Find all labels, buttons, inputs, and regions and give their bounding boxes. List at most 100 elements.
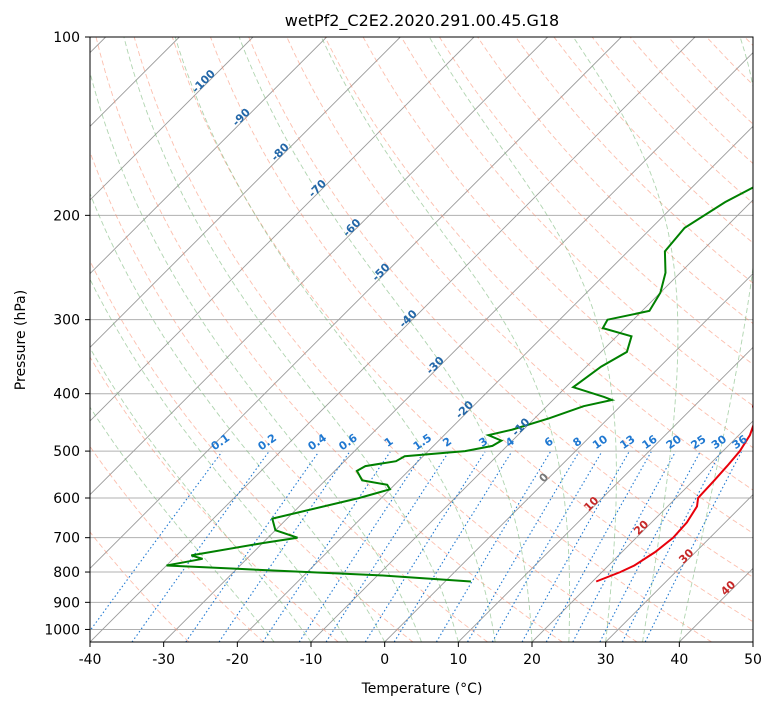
dry-adiabat-line [90,150,488,642]
y-tick-label: 1000 [44,622,80,638]
dry-adiabat-line [90,259,414,642]
dry-adiabat-line [248,37,753,578]
moist-adiabat-line [428,37,617,642]
isotherm-line [90,37,548,496]
isotherm-line [90,37,327,275]
isotherm-line [752,641,753,642]
mixing-ratio-line [262,451,391,642]
moist-adiabat-line [678,37,753,642]
dry-adiabat-line [553,37,753,244]
dry-adiabat-line [439,37,753,365]
mixing-ratio-label: 0.1 [209,431,232,453]
dry-adiabat-line [90,356,339,642]
x-tick-label: -40 [79,652,102,668]
moist-adiabat-line [90,347,312,642]
dewpoint-profile [166,186,753,583]
x-tick-label: -20 [226,652,249,668]
mixing-ratio-line [467,451,580,642]
isotherm-line [90,37,696,642]
isotherm-label: -100 [189,67,218,96]
dry-adiabat-line [744,37,753,47]
isotherm-label: -50 [369,260,392,283]
moist-adiabat-line [90,192,386,642]
mixing-ratio-label: 0.4 [306,431,330,453]
dry-adiabat-line [286,37,753,534]
isotherm-label: 20 [631,517,651,537]
x-tick-label: 50 [744,652,762,668]
isotherm-line [458,346,753,642]
mixing-ratio-line [131,451,270,642]
dry-adiabat-line [133,37,638,642]
isotherm-line [163,52,753,642]
isotherm-line [237,125,753,642]
isotherm-line [90,37,401,348]
mixing-ratio-line [325,451,450,642]
dry-adiabat-line [210,37,753,623]
mixing-ratio-label: 30 [709,432,729,452]
dry-adiabat-line [362,37,753,449]
mixing-ratio-line [364,451,486,642]
mixing-ratio-label: 36 [730,432,750,452]
mixing-ratio-line [218,451,351,642]
mixing-ratio-label: 25 [689,432,709,451]
mixing-ratio-line [644,451,742,642]
isotherm-label: -80 [269,140,292,163]
x-tick-label: 10 [449,652,467,668]
isotherm-label: -20 [453,398,476,421]
dry-adiabat-line [706,37,753,86]
mixing-ratio-line [435,451,551,642]
dry-adiabat-line [477,37,753,325]
dry-adiabat-line [90,531,190,642]
moist-adiabat-line [123,37,459,642]
y-tick-label: 700 [53,531,80,547]
dry-adiabat-line [591,37,753,204]
x-tick-label: 30 [597,652,615,668]
y-tick-label: 300 [53,313,80,329]
y-tick-label: 600 [53,491,80,507]
mixing-ratio-label: 1 [382,435,396,450]
moist-adiabat-line [320,37,571,642]
isotherm-line [531,420,753,642]
isotherm-label: -10 [509,415,532,438]
axes: -40 -30 -20 -10 0 10 20 30 40 50 100 200 300 400 500 60… [44,30,762,668]
mixing-ratio-line [90,451,223,632]
chart-title: wetPf2_C2E2.2020.291.00.45.G18 [285,11,559,31]
moist-adiabat-line [174,37,496,642]
isotherm-label: 40 [718,578,738,598]
x-tick-label: 20 [523,652,541,668]
mixing-ratio-line [185,451,320,642]
y-tick-label: 200 [53,208,80,224]
x-tick-label: -30 [152,652,175,668]
y-tick-label: 500 [53,444,80,460]
moist-adiabat-line [90,278,349,642]
mixing-ratio-label: 13 [617,433,637,452]
x-axis-title: Temperature (°C) [361,681,483,697]
plot-frame [89,36,754,643]
dry-adiabat-line [324,37,753,491]
dry-adiabat-line [90,445,264,642]
isotherm-label: 30 [676,546,696,566]
y-tick-label: 900 [53,595,80,611]
x-tick-label: -10 [300,652,323,668]
isotherm-line [90,37,622,569]
mixing-ratio-label: 0.2 [256,431,279,453]
mixing-ratio-line [298,451,425,642]
mixing-ratio-line [599,451,701,642]
mixing-ratio-label: 1.5 [411,431,434,453]
mixing-ratio-line [545,451,652,642]
isotherm-line [679,567,753,642]
mixing-ratio-label: 20 [664,432,684,452]
mixing-ratio-line [491,451,603,642]
isotherm-line [90,37,254,201]
y-tick-label: 400 [53,387,80,403]
moist-adiabat-line [90,70,422,642]
isotherm-line [310,199,753,642]
y-axis-title: Pressure (hPa) [13,290,29,390]
y-tick-label: 100 [53,30,80,46]
temperature-profile [595,404,753,583]
mixing-ratio-label: 10 [590,432,610,452]
dry-adiabat-line [515,37,753,284]
mixing-ratio-line [621,451,722,642]
mixing-ratio-line [521,451,630,642]
isotherm-line [384,273,753,642]
